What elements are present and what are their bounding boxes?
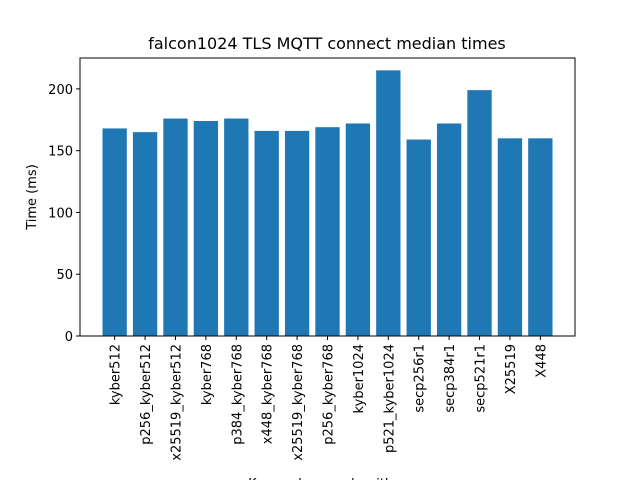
bar — [102, 128, 127, 336]
bar — [376, 70, 401, 336]
bar — [193, 121, 219, 336]
x-tick-label: secp521r1 — [474, 344, 489, 413]
bar — [315, 127, 340, 337]
bar — [467, 90, 492, 336]
bar — [132, 132, 158, 336]
x-tick-label: p256_kyber512 — [139, 344, 154, 445]
bar — [406, 139, 431, 336]
x-tick-label: x448_kyber768 — [261, 344, 276, 444]
x-tick-label: kyber768 — [200, 344, 215, 405]
x-tick-label: p521_kyber1024 — [382, 344, 397, 453]
chart-title: falcon1024 TLS MQTT connect median times — [148, 34, 506, 53]
x-tick-label: secp384r1 — [443, 344, 458, 413]
x-tick-label: kyber1024 — [352, 344, 367, 413]
bar — [345, 123, 371, 337]
bar — [497, 138, 523, 336]
x-tick-label: p256_kyber768 — [322, 344, 337, 445]
y-axis-label: Time (ms) — [25, 164, 40, 231]
y-tick-label: 150 — [48, 145, 73, 160]
x-tick-label: x25519_kyber512 — [169, 344, 184, 461]
y-tick-label: 200 — [48, 83, 73, 98]
x-tick-label: x25519_kyber768 — [291, 344, 306, 461]
y-tick-label: 50 — [56, 268, 73, 283]
x-axis-label: Key exchange algorithm — [248, 477, 406, 480]
x-tick-label: X448 — [534, 344, 549, 378]
bar — [436, 123, 462, 337]
x-tick-label: secp256r1 — [413, 344, 428, 413]
bar — [254, 130, 279, 336]
x-tick-label: kyber512 — [109, 344, 124, 405]
bar — [284, 130, 310, 336]
bar — [528, 138, 553, 336]
y-tick-label: 100 — [48, 206, 73, 221]
x-tick-label: p384_kyber768 — [230, 344, 245, 445]
y-tick-label: 0 — [65, 330, 73, 345]
bar — [163, 118, 188, 336]
x-tick-label: X25519 — [504, 344, 519, 394]
bar — [224, 118, 249, 336]
plot-frame — [79, 57, 576, 337]
